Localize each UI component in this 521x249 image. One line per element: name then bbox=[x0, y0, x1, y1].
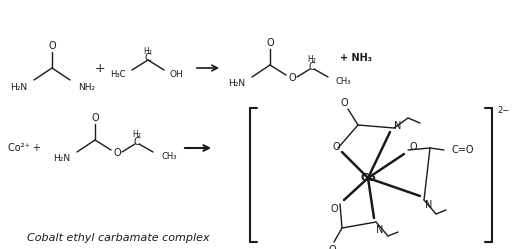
Text: 2−: 2− bbox=[497, 106, 509, 115]
Text: H₂: H₂ bbox=[144, 47, 153, 56]
Text: N: N bbox=[394, 121, 402, 131]
Text: OH: OH bbox=[170, 69, 184, 78]
Text: O: O bbox=[409, 142, 417, 152]
Text: O: O bbox=[340, 98, 348, 108]
Text: O: O bbox=[288, 73, 296, 83]
Text: H₂: H₂ bbox=[132, 129, 141, 138]
Text: +: + bbox=[95, 62, 105, 74]
Text: Co²⁺ +: Co²⁺ + bbox=[8, 143, 41, 153]
Text: O: O bbox=[48, 41, 56, 51]
Text: NH₂: NH₂ bbox=[78, 82, 95, 91]
Text: N: N bbox=[376, 225, 383, 235]
Text: C: C bbox=[145, 53, 152, 63]
Text: C=O: C=O bbox=[452, 145, 475, 155]
Text: C: C bbox=[133, 137, 140, 147]
Text: O: O bbox=[328, 245, 336, 249]
Text: H₂N: H₂N bbox=[10, 82, 27, 91]
Text: + NH₃: + NH₃ bbox=[340, 53, 372, 63]
Text: H₂N: H₂N bbox=[228, 78, 245, 87]
Text: O: O bbox=[332, 142, 340, 152]
Text: H₂N: H₂N bbox=[53, 153, 70, 163]
Text: H₂: H₂ bbox=[307, 55, 316, 63]
Text: N: N bbox=[425, 200, 432, 210]
Text: O: O bbox=[113, 148, 121, 158]
Text: Cobalt ethyl carbamate complex: Cobalt ethyl carbamate complex bbox=[27, 233, 209, 243]
Text: Co: Co bbox=[360, 173, 376, 183]
Text: O: O bbox=[91, 113, 99, 123]
Text: O: O bbox=[330, 204, 338, 214]
Text: O: O bbox=[266, 38, 274, 48]
Text: CH₃: CH₃ bbox=[336, 76, 352, 85]
Text: C: C bbox=[308, 62, 315, 72]
Text: CH₃: CH₃ bbox=[161, 151, 177, 161]
Text: H₃C: H₃C bbox=[110, 69, 126, 78]
